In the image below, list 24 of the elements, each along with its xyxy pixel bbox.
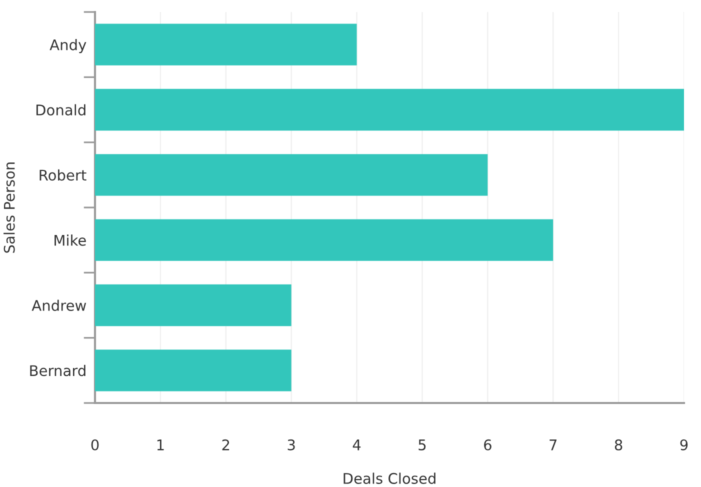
y-tick-label: Robert — [40, 169, 86, 181]
bar — [95, 88, 684, 131]
x-tick-label: 4 — [352, 440, 361, 450]
x-tick-label: 1 — [157, 440, 164, 450]
y-tick-label: Bernard — [30, 364, 86, 376]
y-tick-label: Andrew — [32, 300, 86, 311]
bar — [95, 154, 488, 196]
x-tick-label: 5 — [418, 440, 426, 450]
x-tick-label: 0 — [91, 439, 99, 450]
y-tick-label: Mike — [54, 234, 86, 246]
x-tick-label: 7 — [550, 440, 557, 450]
bar — [95, 219, 554, 261]
y-axis-title: Sales Person — [4, 162, 15, 253]
bar — [95, 284, 292, 326]
x-tick-label: 2 — [222, 439, 230, 450]
y-tick-label: Donald — [36, 104, 86, 116]
bar — [95, 24, 357, 66]
x-axis-title: Deals Closed — [344, 472, 436, 484]
x-tick-label: 8 — [614, 439, 622, 450]
x-tick-label: 9 — [680, 439, 688, 450]
bar — [95, 350, 292, 392]
x-tick-label: 6 — [484, 439, 492, 450]
y-tick-label: Andy — [50, 39, 86, 54]
x-tick-label: 3 — [288, 439, 295, 450]
